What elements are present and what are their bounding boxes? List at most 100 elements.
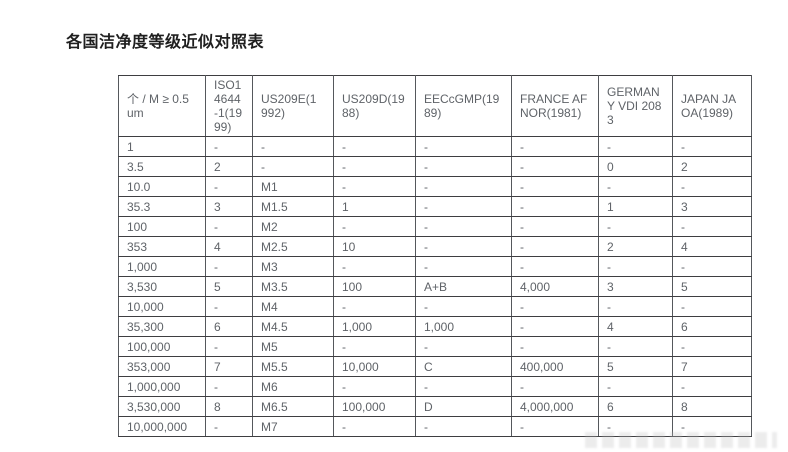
- table-row: 100,000- M5- - - - -: [118, 336, 752, 357]
- table-cell: 6: [672, 316, 752, 337]
- table-cell: -: [205, 416, 253, 437]
- table-cell: -: [415, 136, 512, 157]
- table-cell: 10,000,000: [118, 416, 206, 437]
- table-cell: -: [598, 416, 673, 437]
- table-cell: -: [415, 336, 512, 357]
- table-cell: 3,530,000: [118, 396, 206, 417]
- table-cell: 1,000: [415, 316, 512, 337]
- table-cell: -: [333, 416, 416, 437]
- table-row: 10,000,000- M7- - - - -: [118, 416, 752, 437]
- table-cell: 4,000,000: [511, 396, 599, 417]
- table-cell: 1: [118, 136, 206, 157]
- table-row: 100- M2- - - - -: [118, 216, 752, 237]
- table-cell: -: [333, 136, 416, 157]
- table-cell: 1: [598, 196, 673, 217]
- table-cell: -: [333, 256, 416, 277]
- table-cell: -: [511, 136, 599, 157]
- table-row: 1-------: [118, 136, 752, 157]
- table-cell: 4: [672, 236, 752, 257]
- table-cell: -: [598, 216, 673, 237]
- table-cell: M6.5: [252, 396, 334, 417]
- table-cell: M5: [252, 336, 334, 357]
- table-cell: -: [511, 156, 599, 177]
- table-cell: 100: [333, 276, 416, 297]
- table-cell: 2: [672, 156, 752, 177]
- table-cell: 6: [598, 396, 673, 417]
- column-header-6: GERMANY VDI 2083: [598, 75, 673, 137]
- table-cell: -: [672, 416, 752, 437]
- table-cell: -: [415, 196, 512, 217]
- table-cell: M7: [252, 416, 334, 437]
- table-cell: -: [415, 256, 512, 277]
- table-cell: -: [205, 216, 253, 237]
- table-cell: 4,000: [511, 276, 599, 297]
- table-cell: 10,000: [118, 296, 206, 317]
- table-cell: M2: [252, 216, 334, 237]
- table-cell: -: [511, 336, 599, 357]
- table-cell: 400,000: [511, 356, 599, 377]
- table-cell: 5: [598, 356, 673, 377]
- table-cell: 10: [333, 236, 416, 257]
- table-cell: M4: [252, 296, 334, 317]
- table-cell: 5: [672, 276, 752, 297]
- column-header-3: US209D(1988): [333, 75, 416, 137]
- table-cell: -: [598, 136, 673, 157]
- table-cell: -: [511, 316, 599, 337]
- table-cell: -: [333, 376, 416, 397]
- table-cell: -: [511, 236, 599, 257]
- header-row: 个 / M ≥ 0.5um ISO14644-1(1999) US209E(1992…: [118, 75, 752, 137]
- table-header: 个 / M ≥ 0.5um ISO14644-1(1999) US209E(1992…: [118, 75, 752, 137]
- table-cell: -: [672, 376, 752, 397]
- table-cell: -: [333, 216, 416, 237]
- table-cell: -: [511, 256, 599, 277]
- comparison-table: 个 / M ≥ 0.5um ISO14644-1(1999) US209E(1992…: [118, 75, 752, 437]
- table-cell: -: [672, 336, 752, 357]
- table-cell: 35.3: [118, 196, 206, 217]
- table-cell: -: [598, 296, 673, 317]
- table-cell: M3.5: [252, 276, 334, 297]
- column-header-7: JAPAN JAOA(1989): [672, 75, 752, 137]
- table-cell: -: [511, 376, 599, 397]
- table-cell: -: [511, 176, 599, 197]
- table-cell: 2: [205, 156, 253, 177]
- table-cell: 3,530: [118, 276, 206, 297]
- table-cell: -: [415, 236, 512, 257]
- table-cell: 2: [598, 236, 673, 257]
- table-cell: 4: [205, 236, 253, 257]
- table-row: 3,530 5 M3.5 100 A+B 4,000 3 5: [118, 276, 752, 297]
- table-cell: -: [598, 176, 673, 197]
- table-cell: -: [511, 216, 599, 237]
- table-cell: -: [415, 376, 512, 397]
- table-cell: 0: [598, 156, 673, 177]
- column-header-2: US209E(1992): [252, 75, 334, 137]
- table-row: 3,530,000 8 M6.5 100,000 D 4,000,000 6 8: [118, 396, 752, 417]
- table-cell: 8: [205, 396, 253, 417]
- table-cell: 3: [598, 276, 673, 297]
- table-cell: -: [511, 196, 599, 217]
- table-cell: 35,300: [118, 316, 206, 337]
- table-cell: 6: [205, 316, 253, 337]
- table-cell: -: [415, 156, 512, 177]
- table-cell: M1.5: [252, 196, 334, 217]
- table-row: 10.0- M1- - - - -: [118, 176, 752, 197]
- table-cell: -: [205, 136, 253, 157]
- column-header-4: EECcGMP(1989): [415, 75, 512, 137]
- table-cell: -: [252, 156, 334, 177]
- table-cell: M1: [252, 176, 334, 197]
- table-cell: -: [205, 376, 253, 397]
- table-cell: -: [333, 336, 416, 357]
- table-cell: -: [415, 216, 512, 237]
- table-row: 1,000,000- M6- - - - -: [118, 376, 752, 397]
- table-cell: 5: [205, 276, 253, 297]
- table-row: 3.5 2- - - -0 2: [118, 156, 752, 177]
- table-cell: 1: [333, 196, 416, 217]
- table-cell: 7: [205, 356, 253, 377]
- table-cell: A+B: [415, 276, 512, 297]
- table-cell: M4.5: [252, 316, 334, 337]
- table-cell: 353: [118, 236, 206, 257]
- table-cell: -: [511, 296, 599, 317]
- table-cell: M5.5: [252, 356, 334, 377]
- table-cell: -: [672, 136, 752, 157]
- table-cell: -: [672, 256, 752, 277]
- table-cell: 353,000: [118, 356, 206, 377]
